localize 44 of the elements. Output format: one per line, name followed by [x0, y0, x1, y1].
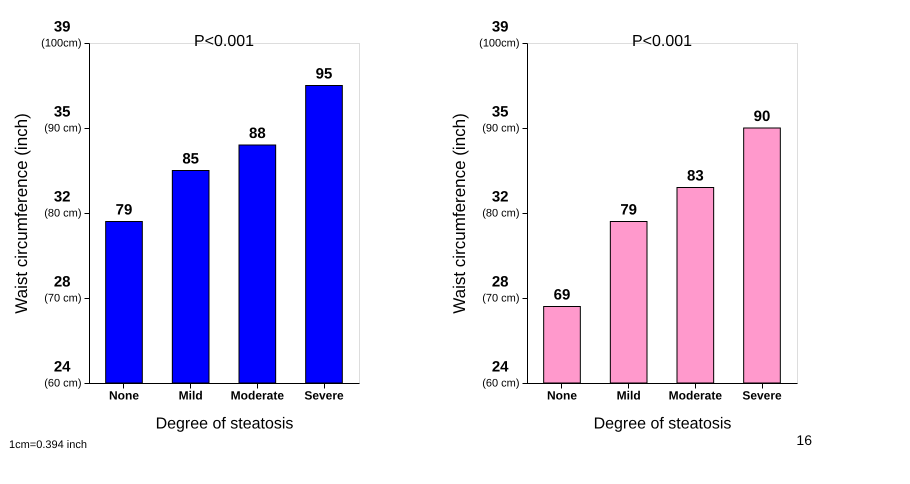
y-tick-label: (80 cm)	[44, 208, 82, 220]
y2-tick-label: 28	[492, 273, 508, 290]
x-tick-label: None	[547, 388, 578, 402]
y-tick-label: (70 cm)	[44, 292, 82, 304]
text: 16	[796, 432, 812, 448]
data-label: 69	[554, 286, 570, 304]
x-tick-label: None	[109, 388, 140, 402]
annotation: P<0.001	[194, 33, 254, 50]
y-tick-label: (80 cm)	[482, 208, 520, 220]
y-tick-label: (90 cm)	[482, 122, 520, 134]
x-tick-label: Mild	[616, 388, 641, 402]
y-axis-title: Waist circumference (inch)	[12, 113, 32, 314]
data-label: 85	[182, 150, 200, 168]
x-axis-title: Degree of steatosis	[594, 416, 732, 432]
y2-tick-label: 35	[492, 104, 508, 121]
y2-tick-label: 24	[54, 358, 72, 376]
y2-tick-label: 28	[54, 273, 70, 290]
data-label: 79	[116, 202, 132, 218]
y-tick-label: (100cm)	[479, 38, 520, 50]
x-tick-label: Mild	[178, 388, 203, 402]
y2-tick-label: 35	[54, 104, 70, 121]
x-tick-label: Moderate	[668, 388, 722, 402]
data-label: 83	[686, 168, 704, 184]
y-tick-label: (60 cm)	[482, 378, 520, 390]
y-axis-title: Waist circumference (inch)	[450, 113, 470, 314]
data-label: 90	[754, 108, 770, 125]
y2-tick-label: 24	[492, 358, 510, 376]
data-label: 79	[620, 202, 638, 218]
text: 1cm=0.394 inch	[9, 439, 87, 451]
y2-tick-label: 39	[492, 18, 508, 36]
x-tick-label: Moderate	[230, 388, 284, 402]
y-tick-label: (90 cm)	[44, 122, 82, 134]
y2-tick-label: 32	[492, 188, 508, 206]
y-tick-label: (70 cm)	[482, 292, 520, 304]
y2-tick-label: 39	[54, 18, 70, 36]
annotation: P<0.001	[632, 33, 692, 50]
y-tick-label: (100cm)	[41, 38, 82, 50]
y2-tick-label: 32	[54, 188, 70, 206]
x-tick-label: Severe	[304, 388, 344, 402]
x-tick-label: Severe	[742, 388, 782, 402]
data-label: 95	[316, 66, 332, 82]
y-tick-label: (60 cm)	[44, 378, 82, 390]
x-axis-title: Degree of steatosis	[156, 416, 294, 432]
data-label: 88	[248, 125, 266, 142]
